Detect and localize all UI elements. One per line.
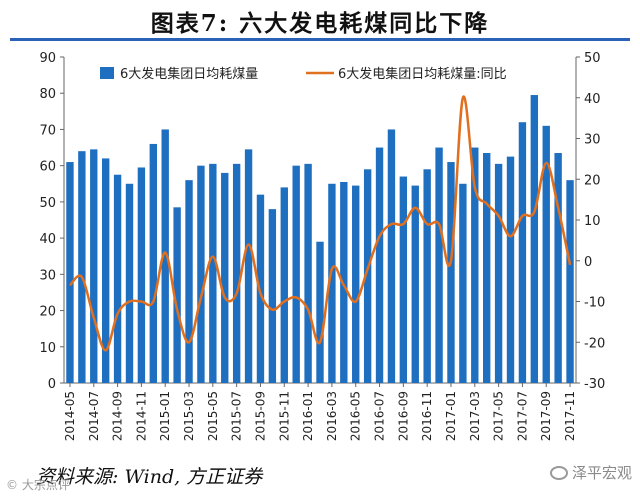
bar	[494, 163, 503, 383]
bar	[352, 185, 360, 383]
bar	[90, 149, 98, 383]
bar	[185, 180, 193, 383]
bar	[554, 152, 562, 383]
legend-label-line: 6大发电集团日均耗煤量:同比	[338, 66, 507, 82]
x-axis-tick-label: 2017-05	[492, 391, 506, 441]
x-axis-tick-label: 2017-01	[444, 391, 458, 441]
x-axis-tick-label: 2016-01	[301, 391, 315, 441]
right-axis-tick-label: 50	[584, 51, 601, 66]
x-axis-tick-label: 2016-07	[373, 391, 387, 441]
bar	[161, 129, 169, 383]
right-axis-tick-label: -30	[584, 377, 605, 392]
source-note: 资料来源: Wind, 方正证券	[36, 466, 263, 488]
bar	[423, 169, 431, 383]
left-axis-tick-label: 20	[39, 305, 56, 320]
bar	[566, 180, 574, 383]
x-axis-tick-label: 2015-11	[277, 391, 291, 441]
left-axis-tick-label: 30	[39, 268, 56, 283]
bar	[375, 147, 384, 383]
bars-group	[66, 95, 574, 384]
x-axis-tick-label: 2016-05	[349, 391, 363, 441]
legend-label-bar: 6大发电集团日均耗煤量	[120, 66, 258, 82]
bar	[101, 158, 110, 383]
bar	[173, 207, 181, 383]
legend-swatch-bar	[100, 67, 114, 79]
bar	[363, 169, 372, 383]
bar	[209, 163, 217, 383]
x-axis-tick-label: 2015-03	[182, 391, 196, 441]
left-axis-tick-label: 90	[39, 51, 56, 66]
bar	[304, 163, 312, 383]
left-axis-tick-label: 0	[48, 377, 56, 392]
left-axis-tick-label: 70	[39, 123, 56, 138]
watermark-left: © 大宗点评	[6, 478, 70, 492]
bar	[197, 165, 205, 383]
right-axis-tick-label: 30	[584, 133, 601, 148]
bar	[447, 162, 455, 383]
bar	[221, 172, 229, 383]
x-axis-tick-label: 2015-05	[206, 391, 220, 441]
axes-group: 0 10 20 30 40 50 60 70 80 90 -30 -20 -10 0 10 20 30 40 50 2…	[39, 51, 605, 441]
right-axis-tick-label: 20	[584, 173, 601, 188]
bar	[411, 185, 419, 383]
right-axis-tick-label: -20	[584, 336, 605, 351]
x-axis-tick-label: 2015-09	[253, 391, 267, 441]
x-axis-tick-label: 2016-03	[325, 391, 339, 441]
right-axis-tick-label: 10	[584, 214, 601, 229]
bar	[292, 165, 300, 383]
bar	[483, 152, 491, 383]
bar	[435, 147, 443, 383]
x-axis-tick-label: 2016-09	[396, 391, 410, 441]
bar	[530, 95, 539, 384]
left-axis-tick-label: 60	[39, 160, 56, 175]
x-axis-tick-label: 2016-11	[420, 391, 434, 441]
left-axis-tick-label: 80	[39, 87, 56, 102]
left-axis-tick-label: 50	[39, 196, 56, 211]
series-line	[69, 95, 572, 352]
bar	[506, 156, 515, 383]
bar	[471, 147, 479, 383]
left-axis-tick-label: 10	[39, 341, 56, 356]
bar	[125, 183, 134, 383]
right-axis-tick-label: 0	[584, 255, 592, 270]
bar	[340, 181, 348, 383]
legend: 6大发电集团日均耗煤量 6大发电集团日均耗煤量:同比	[100, 66, 507, 82]
bar	[113, 174, 122, 383]
bar	[399, 176, 408, 383]
bar	[316, 241, 324, 383]
bar	[280, 187, 288, 383]
chart-area: 0 10 20 30 40 50 60 70 80 90 -30 -20 -10 0 10 20 30 40 50 2…	[39, 51, 605, 441]
bar	[518, 122, 527, 383]
x-axis-tick-label: 2017-11	[563, 391, 577, 441]
left-axis-tick-label: 40	[39, 232, 56, 247]
bar	[328, 183, 336, 383]
bar	[387, 129, 396, 383]
watermark-right: 泽平宏观	[549, 462, 632, 483]
bar	[137, 167, 146, 383]
line-group	[69, 95, 572, 352]
x-axis-tick-label: 2014-09	[111, 391, 125, 441]
bar	[232, 163, 241, 383]
bar	[66, 162, 74, 383]
wechat-icon	[549, 465, 568, 480]
title-underline	[10, 38, 630, 41]
bar	[542, 125, 550, 384]
x-axis-tick-label: 2015-07	[230, 391, 244, 441]
right-axis-tick-label: -10	[584, 296, 605, 311]
bar	[78, 151, 86, 383]
right-axis-tick-label: 40	[584, 92, 601, 107]
chart-title: 图表7: 六大发电耗煤同比下降	[150, 10, 490, 37]
bar	[268, 209, 277, 383]
x-axis-tick-label: 2017-09	[539, 391, 553, 441]
x-axis-tick-label: 2017-03	[468, 391, 482, 441]
x-axis-tick-label: 2014-05	[63, 391, 77, 441]
x-axis-tick-label: 2014-07	[87, 391, 101, 441]
x-axis-tick-label: 2015-01	[158, 391, 172, 441]
bar	[459, 183, 467, 383]
x-axis-tick-label: 2014-11	[134, 391, 148, 441]
bar	[244, 149, 253, 383]
watermark-right-text: 泽平宏观	[571, 464, 632, 482]
x-axis-tick-label: 2017-07	[515, 391, 529, 441]
bar	[149, 143, 157, 383]
